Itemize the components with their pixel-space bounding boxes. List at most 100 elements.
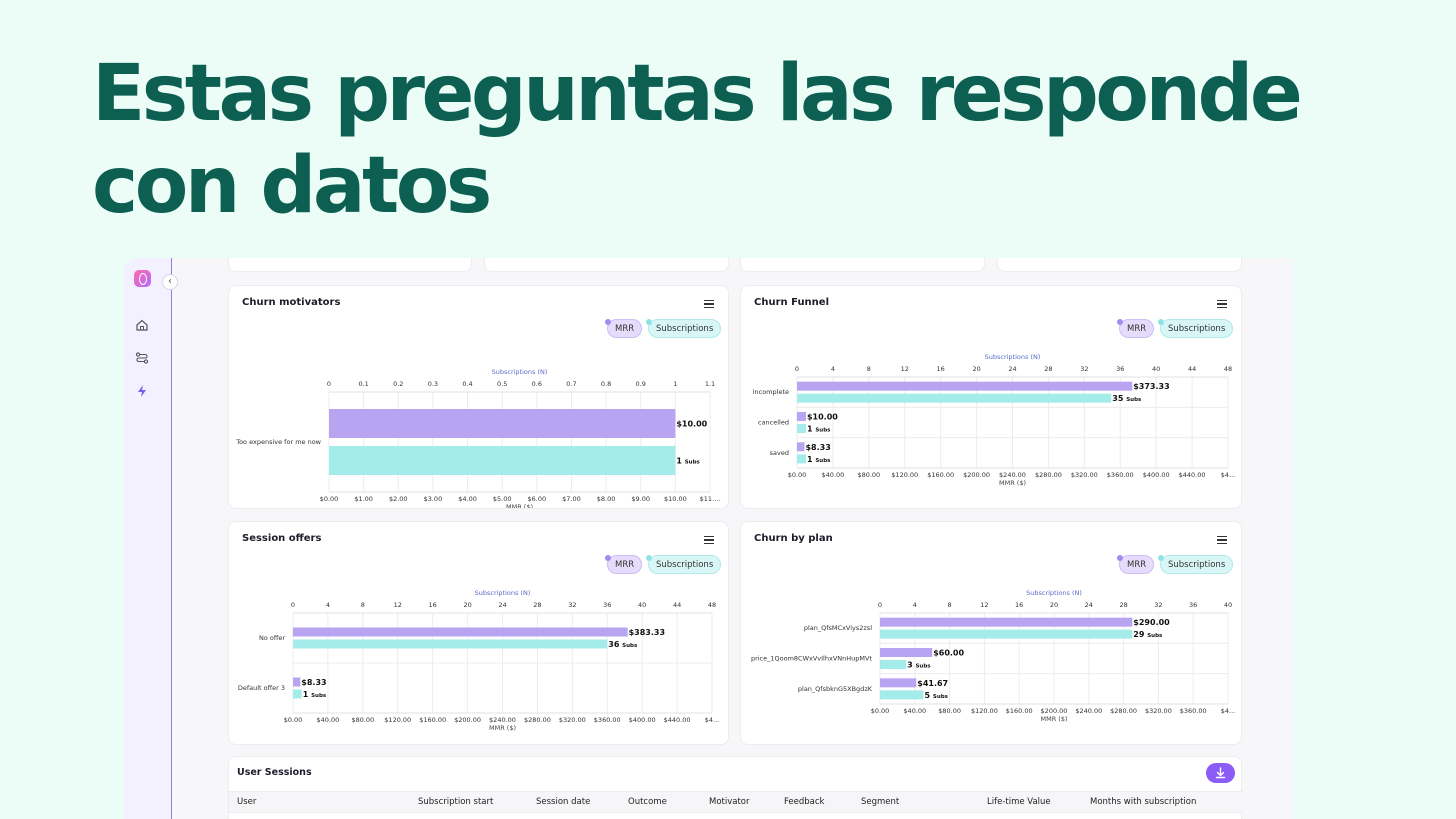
- top-tick-label: 4: [913, 601, 917, 609]
- subs-count: 29: [1133, 630, 1147, 639]
- legend-subscriptions[interactable]: Subscriptions: [646, 555, 722, 574]
- bottom-tick-label: $0.00: [320, 495, 339, 503]
- bar-mrr: [293, 677, 301, 687]
- bottom-tick-label: $4...: [1221, 471, 1235, 479]
- bottom-tick-label: $0.00: [871, 707, 890, 715]
- top-tick-label: 12: [980, 601, 988, 609]
- legend-subscriptions[interactable]: Subscriptions: [1158, 319, 1234, 338]
- home-icon[interactable]: [135, 318, 149, 332]
- menu-icon[interactable]: [1217, 300, 1227, 308]
- bar-mrr: [880, 678, 917, 688]
- bottom-tick-label: $240.00: [1075, 707, 1102, 715]
- top-tick-label: 0: [291, 601, 295, 609]
- chart-card-session-offers: Session offers MRR Subscriptions Subscri…: [228, 521, 729, 745]
- bottom-tick-label: $4...: [705, 716, 719, 724]
- subs-count: 5: [925, 691, 933, 700]
- bottom-tick-label: $2.00: [389, 495, 408, 503]
- download-icon: [1215, 767, 1226, 779]
- summary-card: [228, 258, 472, 272]
- column-header[interactable]: Life-time Value: [987, 797, 1051, 807]
- legend-dot-mrr: [605, 555, 611, 561]
- bar-subscriptions: [293, 689, 302, 699]
- bottom-tick-label: $280.00: [1035, 471, 1062, 479]
- bottom-tick-label: $80.00: [938, 707, 961, 715]
- top-tick-label: 32: [1080, 365, 1088, 373]
- top-tick-label: 0.8: [601, 380, 611, 388]
- bottom-tick-label: $240.00: [999, 471, 1026, 479]
- top-tick-label: 0: [327, 380, 331, 388]
- legend-subscriptions[interactable]: Subscriptions: [1158, 555, 1234, 574]
- chart-churn-motivators: Subscriptions (N) MMR ($) 0 0.1 0.2 0.3 0.4 0.5…: [235, 368, 720, 508]
- dashboard-main: Churn motivators MRR Subscriptions Subsc…: [202, 258, 1294, 819]
- top-tick-label: 20: [463, 601, 471, 609]
- top-tick-label: 8: [361, 601, 365, 609]
- chart-title: Churn Funnel: [754, 297, 830, 308]
- sidebar-collapse-button[interactable]: ‹: [162, 274, 178, 290]
- flows-icon[interactable]: [135, 351, 149, 365]
- hero-heading-line2: con datos: [92, 141, 492, 231]
- bar-mrr: [797, 412, 806, 421]
- subs-suffix: Subs: [1147, 633, 1163, 639]
- menu-icon[interactable]: [1217, 536, 1227, 544]
- subs-count: 1: [676, 457, 684, 466]
- legend-label: MRR: [1127, 324, 1147, 334]
- top-tick-label: 0.2: [393, 380, 403, 388]
- column-header[interactable]: Session date: [536, 797, 591, 807]
- column-header[interactable]: Months with subscription: [1090, 797, 1197, 807]
- subs-suffix: Subs: [311, 693, 327, 699]
- legend-mrr[interactable]: MRR: [605, 319, 643, 338]
- sidebar: [124, 258, 172, 819]
- column-header[interactable]: Subscription start: [418, 797, 494, 807]
- bottom-tick-label: $440.00: [1179, 471, 1206, 479]
- legend-mrr[interactable]: MRR: [605, 555, 643, 574]
- bottom-tick-label: $0.00: [284, 716, 303, 724]
- legend-mrr[interactable]: MRR: [1117, 555, 1155, 574]
- legend-label: Subscriptions: [656, 560, 714, 570]
- top-tick-label: 28: [1044, 365, 1052, 373]
- bottom-tick-label: $40.00: [822, 471, 845, 479]
- top-tick-label: 8: [948, 601, 952, 609]
- bar-subscriptions: [880, 690, 924, 700]
- download-button[interactable]: [1206, 763, 1235, 783]
- bottom-tick-label: $9.00: [631, 495, 650, 503]
- menu-icon[interactable]: [704, 536, 714, 544]
- data-label-subscriptions: 36 Subs: [608, 640, 638, 649]
- top-tick-label: 40: [1224, 601, 1232, 609]
- app-logo[interactable]: [134, 270, 151, 287]
- bottom-tick-label: $280.00: [1110, 707, 1137, 715]
- bottom-axis-label: MMR ($): [1040, 715, 1067, 723]
- top-axis-label: Subscriptions (N): [475, 589, 531, 597]
- bottom-tick-label: $5.00: [493, 495, 512, 503]
- legend-dot-mrr: [1117, 555, 1123, 561]
- top-tick-label: 24: [498, 601, 506, 609]
- column-header[interactable]: User: [237, 797, 257, 807]
- column-header[interactable]: Motivator: [709, 797, 750, 807]
- category-label: plan_QfsbknG5XBgdzK: [798, 685, 873, 693]
- column-header[interactable]: Feedback: [784, 797, 825, 807]
- category-label: plan_QfsMCxViys2zsl: [804, 624, 872, 632]
- menu-icon[interactable]: [704, 300, 714, 308]
- bar-subscriptions: [293, 639, 608, 649]
- column-header[interactable]: Segment: [861, 797, 900, 807]
- bottom-tick-label: $8.00: [597, 495, 616, 503]
- chart-card-churn-motivators: Churn motivators MRR Subscriptions Subsc…: [228, 285, 729, 509]
- chart-title: Churn motivators: [242, 297, 341, 308]
- top-axis-label: Subscriptions (N): [1026, 589, 1082, 597]
- legend-label: Subscriptions: [1168, 324, 1226, 334]
- top-tick-label: 40: [638, 601, 646, 609]
- bar-mrr: [329, 409, 676, 438]
- top-tick-label: 32: [1154, 601, 1162, 609]
- top-tick-label: 16: [937, 365, 945, 373]
- legend-subscriptions[interactable]: Subscriptions: [646, 319, 722, 338]
- bolt-icon[interactable]: [135, 384, 149, 398]
- legend-mrr[interactable]: MRR: [1117, 319, 1155, 338]
- column-header[interactable]: Outcome: [628, 797, 667, 807]
- bar-mrr: [797, 381, 1133, 391]
- top-tick-label: 24: [1085, 601, 1093, 609]
- subs-suffix: Subs: [622, 643, 638, 649]
- subs-count: 1: [303, 690, 311, 699]
- bottom-tick-label: $4...: [1221, 707, 1235, 715]
- bottom-tick-label: $40.00: [317, 716, 340, 724]
- chart-card-churn-funnel: Churn Funnel MRR Subscriptions Subscript…: [740, 285, 1242, 509]
- bottom-axis-label: MMR ($): [999, 479, 1026, 487]
